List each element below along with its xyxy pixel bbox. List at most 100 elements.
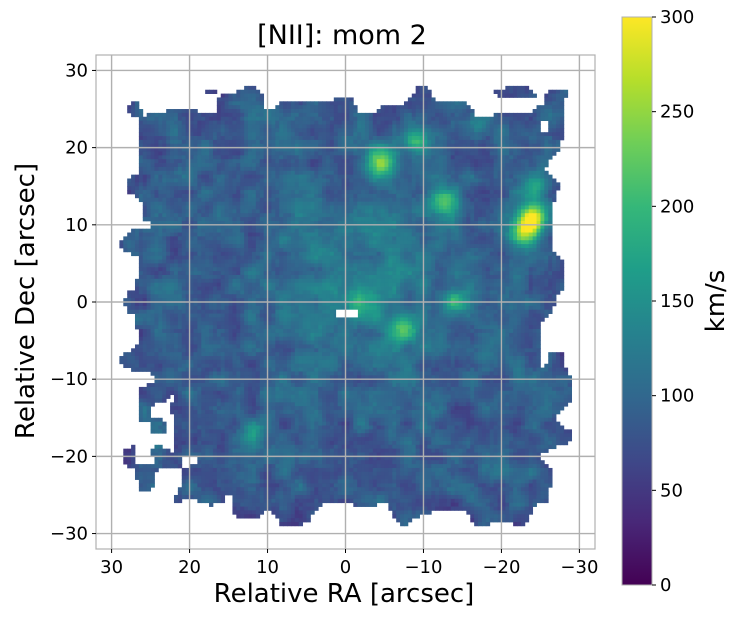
heatmap-cell (287, 205, 292, 210)
heatmap-cell (388, 247, 393, 253)
heatmap-cell (170, 201, 175, 206)
heatmap-cell (154, 224, 159, 230)
heatmap-cell (536, 136, 541, 141)
heatmap-cell (329, 143, 335, 149)
heatmap-cell (244, 136, 249, 141)
heatmap-cell (427, 139, 432, 145)
heatmap-cell (310, 197, 315, 203)
heatmap-cell (517, 213, 522, 218)
heatmap-cell (205, 236, 210, 241)
heatmap-cell (271, 151, 276, 156)
heatmap-cell (337, 209, 342, 214)
heatmap-cell (326, 147, 331, 152)
heatmap-cell (481, 240, 487, 245)
heatmap-cell (349, 170, 354, 176)
heatmap-cell (493, 228, 498, 233)
heatmap-cell (310, 274, 315, 280)
heatmap-cell (462, 247, 467, 253)
heatmap-cell (485, 159, 491, 164)
heatmap-cell (505, 182, 510, 187)
heatmap-cell (166, 178, 171, 183)
heatmap-cell (181, 190, 187, 195)
heatmap-cell (236, 151, 241, 156)
heatmap-cell (353, 205, 358, 210)
heatmap-cell (290, 251, 296, 257)
heatmap-cell (310, 236, 315, 241)
heatmap-cell (458, 267, 463, 272)
heatmap-cell (376, 244, 381, 249)
heatmap-cell (294, 178, 300, 183)
heatmap-cell (248, 166, 253, 172)
heatmap-cell (283, 136, 288, 141)
heatmap-cell (189, 170, 194, 176)
heatmap-cell (142, 163, 148, 168)
heatmap-cell (322, 105, 327, 110)
heatmap-cell (548, 186, 553, 191)
heatmap-cell (294, 255, 300, 260)
heatmap-cell (462, 197, 467, 203)
heatmap-cell (220, 178, 226, 183)
heatmap-cell (400, 271, 405, 276)
heatmap-cell (193, 247, 198, 253)
heatmap-cell (181, 240, 187, 245)
heatmap-cell (224, 178, 229, 183)
heatmap-cell (337, 193, 342, 199)
heatmap-cell (189, 267, 194, 272)
heatmap-cell (415, 201, 420, 206)
heatmap-cell (368, 228, 374, 233)
heatmap-cell (158, 155, 163, 160)
heatmap-cell (497, 116, 502, 122)
heatmap-cell (427, 186, 432, 191)
heatmap-cell (403, 251, 409, 257)
heatmap-cell (442, 170, 448, 176)
heatmap-cell (181, 120, 187, 125)
heatmap-cell (403, 105, 409, 110)
heatmap-cell (131, 174, 136, 179)
heatmap-cell (556, 101, 561, 106)
heatmap-cell (411, 251, 417, 257)
heatmap-cell (524, 128, 530, 133)
heatmap-cell (251, 120, 257, 125)
heatmap-cell (505, 132, 510, 137)
heatmap-cell (559, 271, 565, 276)
heatmap-cell (209, 166, 214, 172)
heatmap-cell (411, 190, 417, 195)
heatmap-cell (357, 178, 362, 183)
heatmap-cell (501, 93, 506, 98)
heatmap-cell (150, 182, 155, 187)
heatmap-cell (131, 232, 136, 237)
heatmap-cell (228, 101, 233, 106)
heatmap-cell (392, 170, 397, 176)
heatmap-cell (454, 197, 459, 203)
heatmap-cell (263, 128, 268, 133)
heatmap-cell (396, 112, 401, 118)
heatmap-cell (431, 197, 436, 203)
heatmap-cell (228, 190, 233, 195)
heatmap-cell (146, 174, 151, 179)
heatmap-cell (271, 255, 276, 260)
heatmap-cell (185, 240, 190, 245)
heatmap-cell (364, 213, 370, 218)
heatmap-cell (513, 132, 518, 137)
heatmap-cell (556, 143, 561, 149)
heatmap-cell (474, 155, 479, 160)
heatmap-cell (189, 143, 194, 149)
heatmap-cell (528, 213, 534, 218)
heatmap-cell (310, 271, 315, 276)
heatmap-cell (333, 101, 339, 106)
heatmap-cell (154, 132, 159, 137)
heatmap-cell (244, 247, 249, 253)
heatmap-cell (173, 236, 179, 241)
heatmap-cell (478, 255, 483, 260)
heatmap-cell (197, 255, 202, 260)
heatmap-cell (251, 255, 257, 260)
heatmap-cell (193, 116, 198, 122)
heatmap-cell (407, 274, 413, 280)
heatmap-cell (454, 205, 459, 210)
heatmap-cell (240, 93, 245, 98)
heatmap-cell (326, 259, 331, 264)
heatmap-cell (478, 259, 483, 264)
heatmap-cell (392, 124, 397, 129)
heatmap-cell (540, 132, 545, 137)
heatmap-cell (528, 228, 534, 233)
